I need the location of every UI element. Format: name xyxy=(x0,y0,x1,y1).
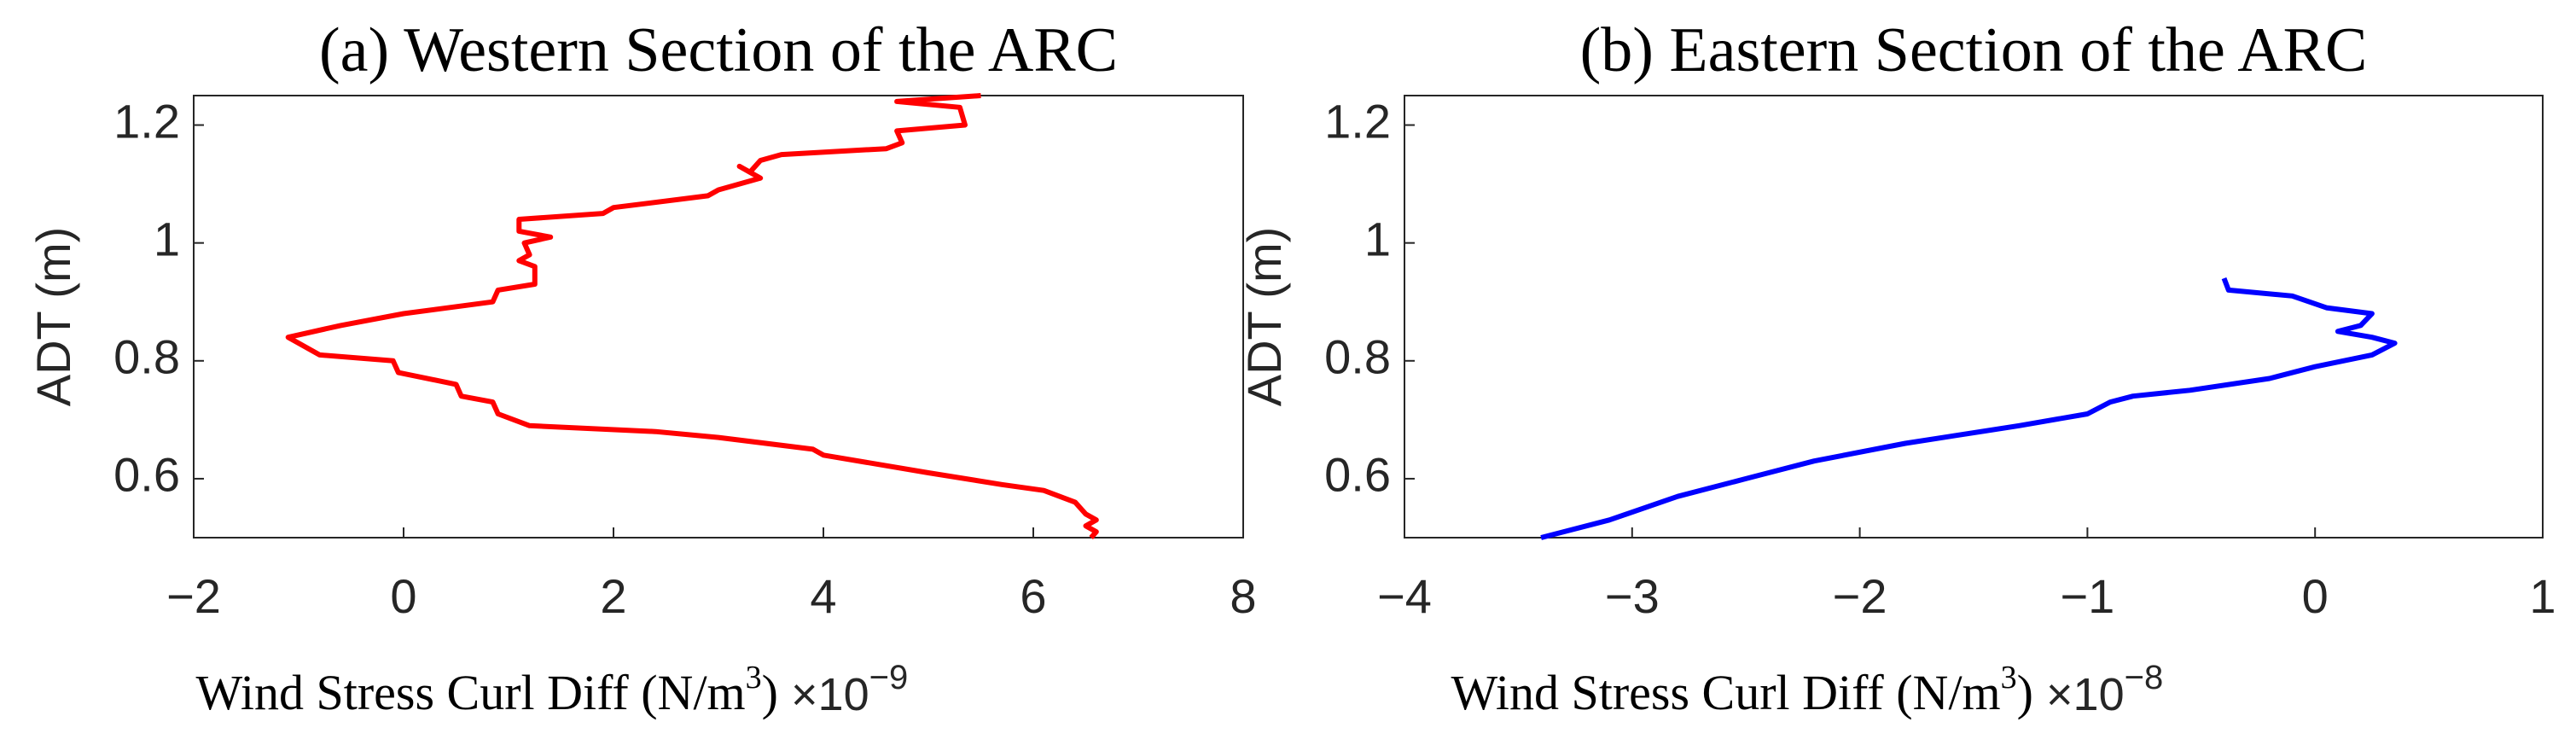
x-axis-label-part: Wind Stress Curl Diff (N/m xyxy=(195,665,745,720)
data-line xyxy=(1540,277,2398,540)
chart-title: (b) Eastern Section of the ARC xyxy=(1580,15,2368,85)
y-tick-label: 1.2 xyxy=(113,94,180,148)
multiplier-exponent: −9 xyxy=(869,659,909,696)
y-tick-label: 0.6 xyxy=(113,448,180,502)
x-axis-label-part: ) xyxy=(2017,665,2033,720)
x-tick-label: −1 xyxy=(2060,569,2114,623)
x-tick-label: 1 xyxy=(2529,569,2556,623)
x-axis-label-part: Wind Stress Curl Diff (N/m xyxy=(1451,665,2000,720)
x-tick-label: 2 xyxy=(600,569,626,623)
x-axis-label-superscript: 3 xyxy=(2001,660,2017,696)
axes-box xyxy=(193,95,1244,539)
x-tick-label: −2 xyxy=(166,569,221,623)
x-axis-multiplier: ×10−9 xyxy=(791,659,908,721)
y-tick-label: 0.8 xyxy=(1324,330,1391,384)
multiplier-base: ×10 xyxy=(2046,669,2125,720)
x-tick-label: 0 xyxy=(2302,569,2329,623)
y-tick-label: 1 xyxy=(154,212,180,265)
y-tick-label: 0.6 xyxy=(1324,448,1391,502)
y-axis-label: ADT (m) xyxy=(1237,227,1291,407)
y-tick-label: 0.8 xyxy=(113,330,180,384)
multiplier-base: ×10 xyxy=(791,669,869,720)
x-tick-label: −4 xyxy=(1377,569,1432,623)
x-axis-label-part: ) xyxy=(762,665,778,720)
x-axis-label: Wind Stress Curl Diff (N/m3) xyxy=(195,660,778,721)
multiplier-exponent: −8 xyxy=(2125,659,2164,696)
chart-title: (a) Western Section of the ARC xyxy=(319,15,1118,85)
x-tick-label: −2 xyxy=(1833,569,1887,623)
y-tick-label: 1.2 xyxy=(1324,94,1391,148)
y-axis-label: ADT (m) xyxy=(26,227,80,407)
data-line xyxy=(285,93,1099,539)
x-tick-label: −3 xyxy=(1605,569,1660,623)
axes-box xyxy=(1404,95,2544,539)
x-tick-label: 4 xyxy=(810,569,836,623)
x-axis-multiplier: ×10−8 xyxy=(2046,659,2163,721)
x-axis-label-superscript: 3 xyxy=(746,660,762,696)
y-tick-label: 1 xyxy=(1364,212,1391,265)
x-tick-label: 0 xyxy=(390,569,416,623)
x-axis-label: Wind Stress Curl Diff (N/m3) xyxy=(1451,660,2033,721)
x-tick-label: 8 xyxy=(1230,569,1256,623)
x-tick-label: 6 xyxy=(1020,569,1046,623)
